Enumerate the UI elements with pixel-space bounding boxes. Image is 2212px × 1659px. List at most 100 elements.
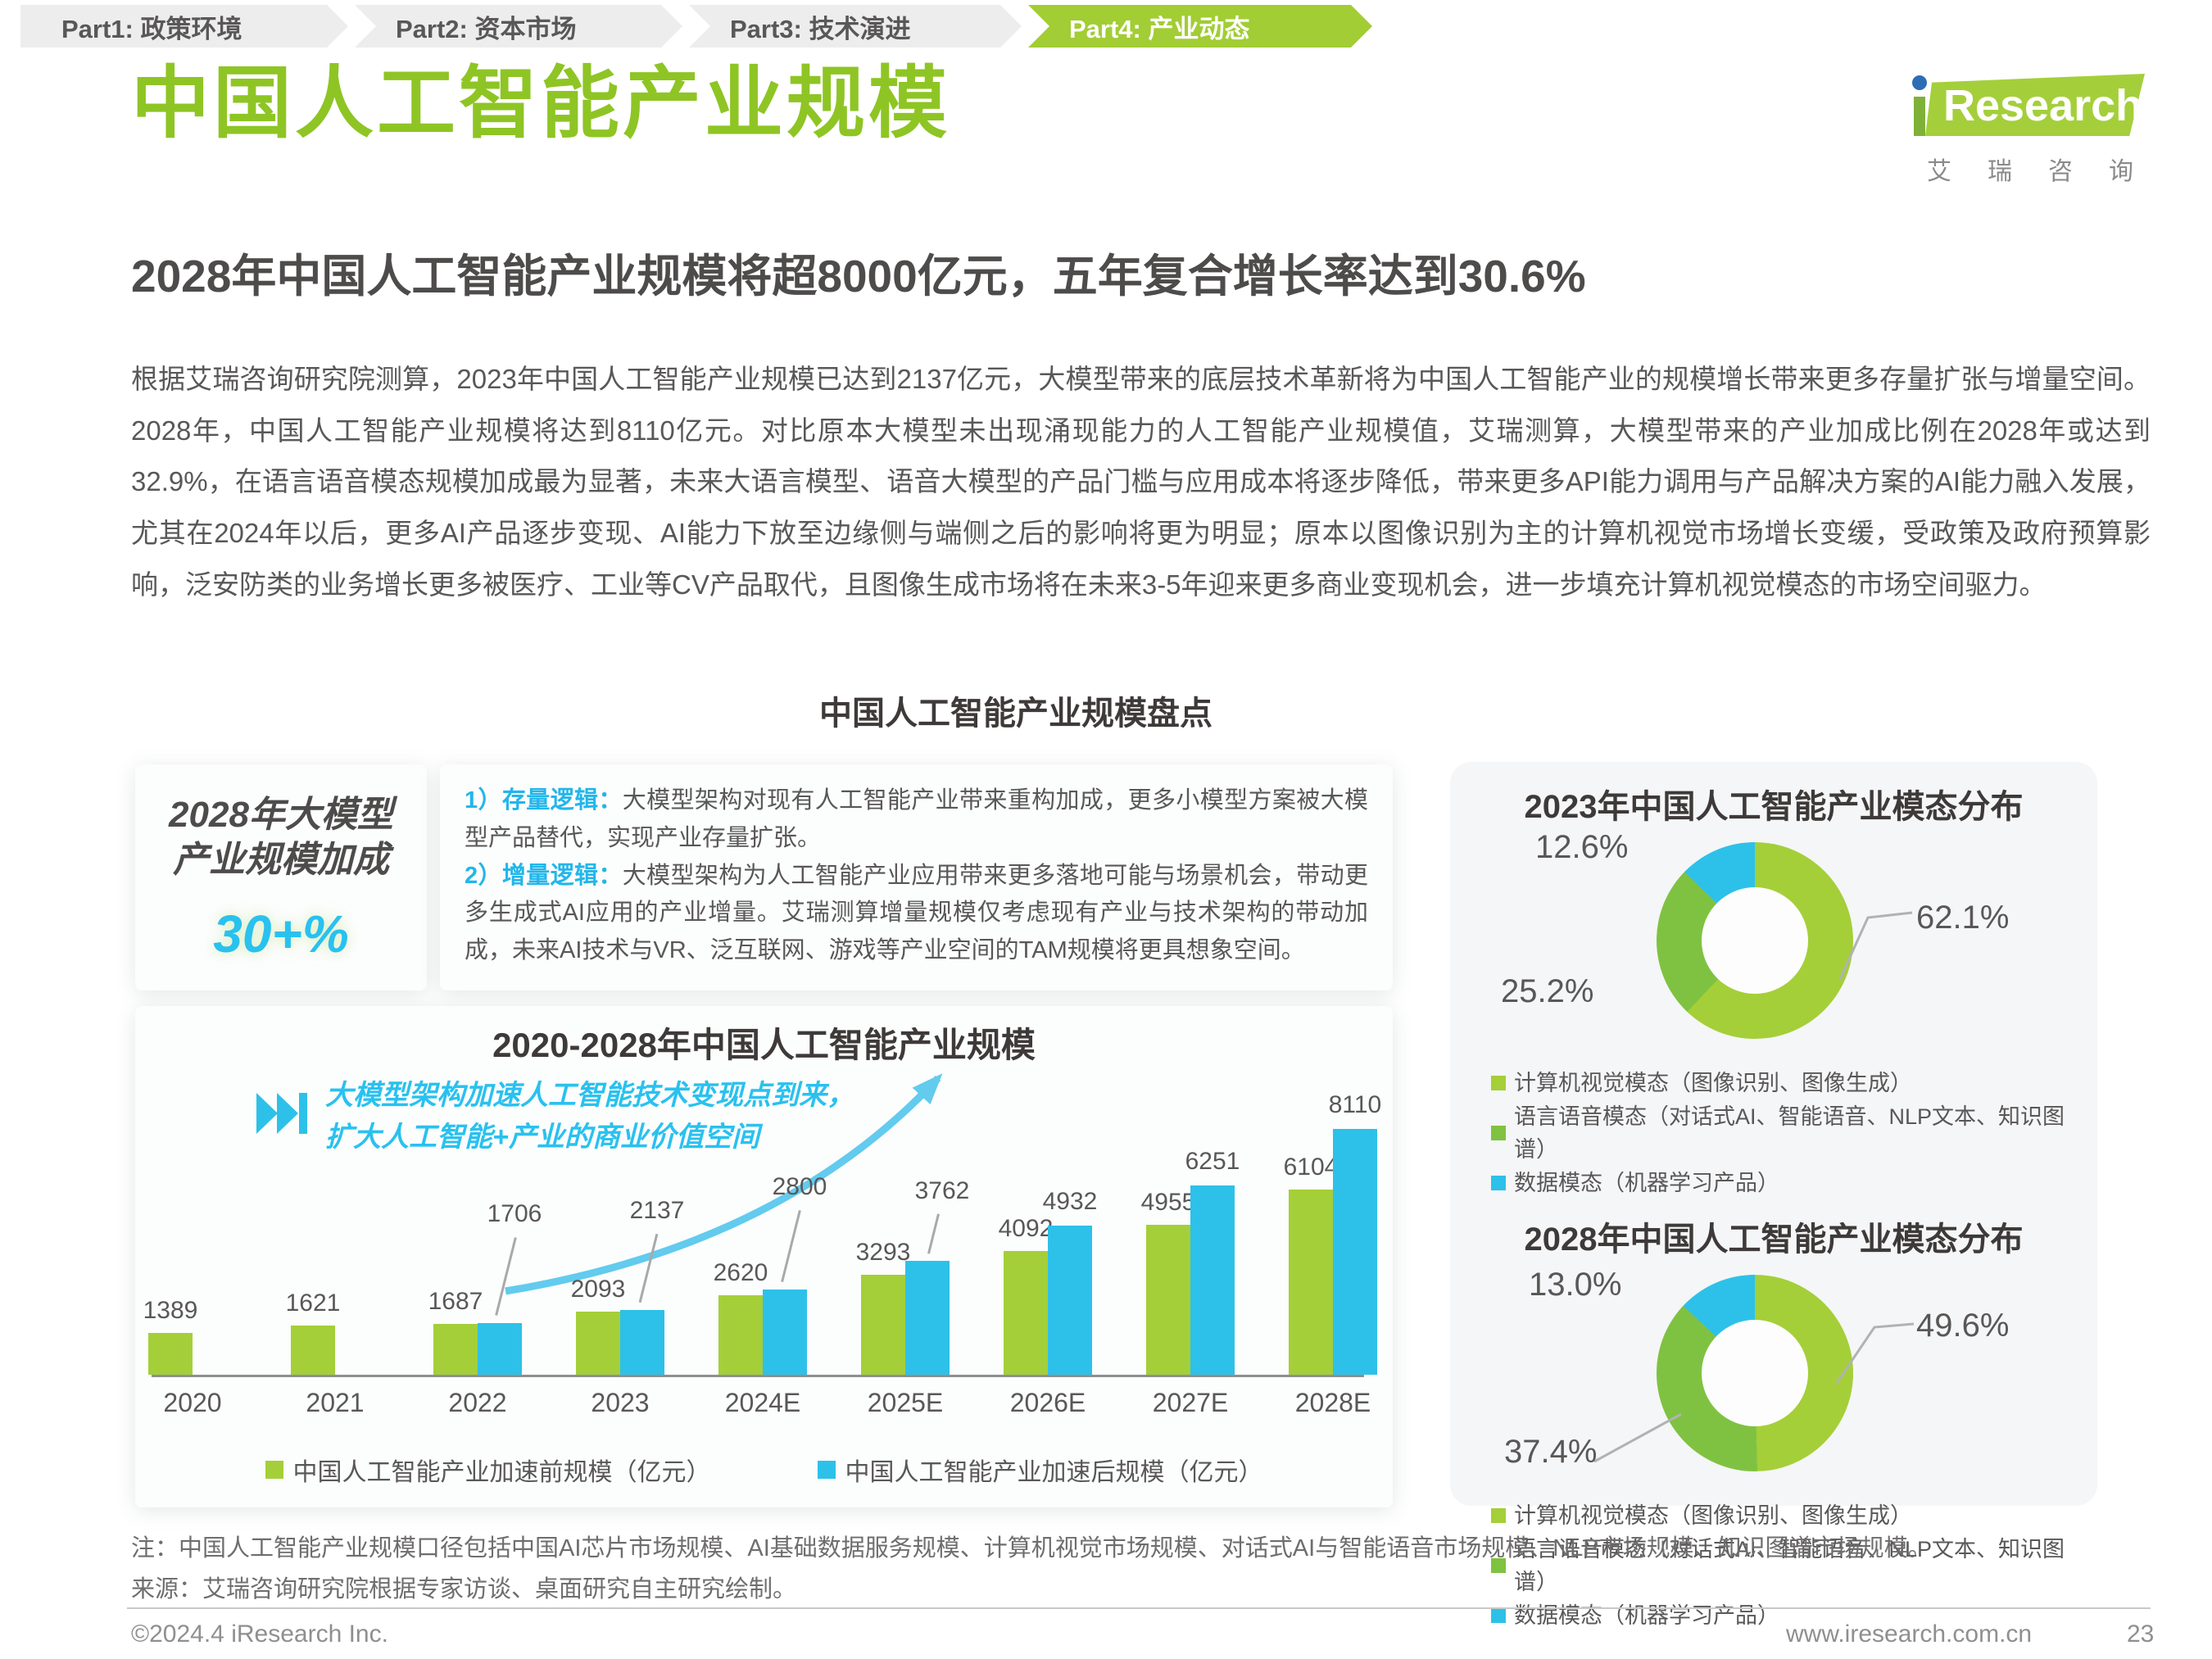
- logo-wordmark: Research: [1943, 81, 2143, 130]
- fast-forward-icon: [256, 1093, 307, 1134]
- logic-item-2: 2）增量逻辑：大模型架构为人工智能产业应用带来更多落地可能与场景机会，带动更多生…: [465, 858, 1368, 970]
- chart-label: 2024E: [724, 1388, 801, 1417]
- footer-copyright: ©2024.4 iResearch Inc.: [131, 1620, 388, 1648]
- donut-2023-ring: [1657, 842, 1853, 1039]
- nav-tab-label: Part4: 产业动态: [1069, 14, 1250, 43]
- chart-label: 2800: [772, 1173, 827, 1200]
- chart-label: 2028E: [1294, 1388, 1371, 1417]
- highlight-title-line1: 2028年大模型: [169, 795, 393, 835]
- donut-2023-chart: 62.1% 25.2% 12.6%: [1470, 827, 2078, 1063]
- chart-label: 6104: [1283, 1154, 1339, 1181]
- donut-2028-legend: 计算机视觉模态（图像识别、图像生成） 语言语音模态（对话式AI、智能语音、NLP…: [1491, 1499, 2078, 1632]
- source-text: 来源：艾瑞咨询研究院根据专家访谈、桌面研究自主研究绘制。: [131, 1576, 797, 1602]
- donut-hole: [1702, 887, 1808, 994]
- nav-tab-label: Part3: 技术演进: [730, 14, 911, 43]
- legend-swatch-blue: [817, 1461, 836, 1479]
- footer-website: www.iresearch.com.cn: [1786, 1620, 2033, 1648]
- legend-label: 计算机视觉模态（图像识别、图像生成）: [1514, 1503, 1912, 1528]
- bar: [576, 1312, 620, 1375]
- nav-tab-part3[interactable]: Part3: 技术演进: [689, 5, 1022, 48]
- logic-item-1-label: 1）存量逻辑：: [465, 787, 623, 814]
- chart-label: 3293: [855, 1239, 911, 1266]
- chart-label: 4932: [1042, 1188, 1098, 1215]
- body-paragraph: 根据艾瑞咨询研究院测算，2023年中国人工智能产业规模已达到2137亿元，大模型…: [131, 364, 2151, 600]
- legend-label: 数据模态（机器学习产品）: [1514, 1602, 1779, 1628]
- donut-2028-ring: [1657, 1275, 1853, 1471]
- bar: [1146, 1225, 1190, 1375]
- highlight-title-line2: 产业规模加成: [173, 840, 389, 880]
- chart-label: 2026E: [1009, 1388, 1086, 1417]
- logo-i-stem-icon: [1914, 97, 1925, 136]
- bar: [1289, 1190, 1333, 1375]
- chart-label: 8110: [1328, 1091, 1382, 1118]
- chart-label: 2022: [448, 1388, 507, 1417]
- chart-label: 2023: [591, 1388, 650, 1417]
- donut-2028-chart: 49.6% 37.4% 13.0%: [1470, 1260, 2078, 1496]
- legend-label: 语言语音模态（对话式AI、智能语音、NLP文本、知识图谱）: [1514, 1536, 2065, 1595]
- nav-tab-label: Part1: 政策环境: [61, 14, 243, 43]
- logo-parallelogram: Research: [1925, 74, 2145, 136]
- legend-label: 中国人工智能产业加速前规模（亿元）: [292, 1459, 711, 1486]
- nav-tab-part4[interactable]: Part4: 产业动态: [1028, 5, 1372, 48]
- bar: [620, 1310, 664, 1375]
- legend-row: 数据模态（机器学习产品）: [1491, 1167, 2078, 1200]
- donut-2023-leader-lines: [1838, 911, 1913, 980]
- bar: [1048, 1226, 1092, 1375]
- bar: [1004, 1251, 1048, 1375]
- legend-swatch: [1491, 1175, 1506, 1190]
- legend-row: 数据模态（机器学习产品）: [1491, 1599, 2078, 1633]
- chart-label: 1687: [428, 1288, 483, 1315]
- modality-panel: 2023年中国人工智能产业模态分布 62.1% 25.2% 12.6% 计算机视…: [1450, 762, 2097, 1628]
- donut-percent-label: 12.6%: [1535, 829, 1629, 865]
- chart-label: 2020: [163, 1388, 222, 1417]
- donut-2028-title: 2028年中国人工智能产业模态分布: [1524, 1222, 2024, 1258]
- nav-tab-part1[interactable]: Part1: 政策环境: [20, 5, 348, 48]
- nav-tab-part2[interactable]: Part2: 资本市场: [355, 5, 682, 48]
- donut-percent-label: 37.4%: [1504, 1434, 1598, 1470]
- footer-page-number: 23: [2127, 1620, 2155, 1648]
- legend-swatch-green: [265, 1461, 283, 1479]
- logic-item-2-text: 大模型架构为人工智能产业应用带来更多落地可能与场景机会，带动更多生成式AI应用的…: [465, 862, 1368, 964]
- chart-label: 2093: [570, 1276, 626, 1303]
- logic-box: 1）存量逻辑：大模型架构对现有人工智能产业带来重构加成，更多小模型方案被大模型产…: [440, 764, 1393, 990]
- logic-item-2-label: 2）增量逻辑：: [465, 862, 623, 889]
- chart-label: 4955: [1140, 1189, 1196, 1216]
- bar: [861, 1275, 905, 1375]
- bar: [718, 1295, 763, 1375]
- legend-row: 语言语音模态（对话式AI、智能语音、NLP文本、知识图谱）: [1491, 1100, 2078, 1167]
- logo-i-dot-icon: [1912, 75, 1927, 90]
- donut-percent-label: 25.2%: [1501, 973, 1594, 1009]
- section-heading: 中国人工智能产业规模盘点: [819, 696, 1213, 732]
- donut-2023-title: 2023年中国人工智能产业模态分布: [1524, 789, 2024, 825]
- chart-label: 6251: [1185, 1148, 1240, 1175]
- footer-divider: [127, 1607, 2151, 1609]
- chart-label: 2025E: [867, 1388, 944, 1417]
- legend-row: 语言语音模态（对话式AI、智能语音、NLP文本、知识图谱）: [1491, 1533, 2078, 1599]
- chart-label: 1621: [285, 1290, 341, 1317]
- chart-label: 1389: [143, 1297, 198, 1324]
- chart-label: 4092: [998, 1215, 1054, 1242]
- nav-tab-label: Part2: 资本市场: [396, 14, 577, 43]
- chart-label: 3762: [914, 1177, 970, 1204]
- bar: [433, 1324, 478, 1375]
- legend-swatch: [1491, 1076, 1506, 1091]
- legend-label: 数据模态（机器学习产品）: [1514, 1170, 1779, 1195]
- highlight-title: 2028年大模型 产业规模加成: [135, 792, 427, 882]
- x-axis-line: [152, 1375, 1364, 1377]
- legend-label: 计算机视觉模态（图像识别、图像生成）: [1514, 1071, 1912, 1095]
- bar: [1190, 1185, 1235, 1375]
- legend-label: 中国人工智能产业加速后规模（亿元）: [845, 1459, 1263, 1486]
- bar: [148, 1333, 193, 1375]
- highlight-value: 30+%: [213, 904, 349, 963]
- bar-chart-title: 2020-2028年中国人工智能产业规模: [492, 1026, 1036, 1064]
- bar: [291, 1326, 335, 1375]
- chart-label: 2027E: [1152, 1388, 1229, 1417]
- bar: [1333, 1129, 1377, 1375]
- chart-label: 2137: [629, 1197, 685, 1224]
- legend-swatch: [1491, 1126, 1506, 1140]
- donut-hole: [1702, 1320, 1808, 1426]
- donut-percent-label: 13.0%: [1529, 1267, 1622, 1303]
- bar: [905, 1261, 950, 1375]
- legend-item-after: 中国人工智能产业加速后规模（亿元）: [817, 1452, 1263, 1488]
